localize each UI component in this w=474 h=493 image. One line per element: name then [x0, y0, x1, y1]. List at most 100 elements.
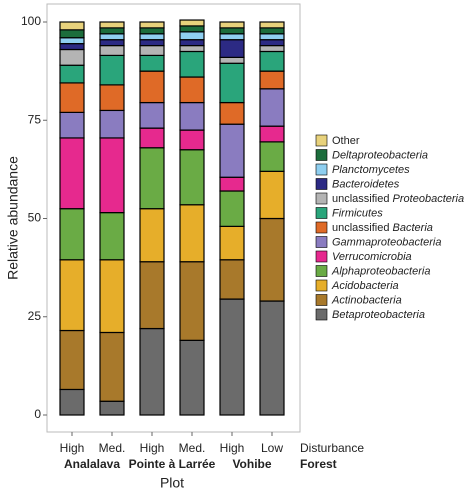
y-tick-label: 0: [34, 407, 41, 421]
bar-segment: [259, 33, 285, 41]
legend-label: Gammaproteobacteria: [332, 236, 441, 248]
x-tick-label: Med.: [99, 441, 126, 455]
x-axis-label: Plot: [160, 475, 184, 491]
bar-segment: [59, 21, 85, 31]
legend-swatch: [315, 134, 328, 147]
bar-segment: [259, 88, 285, 127]
bar-segment: [179, 339, 205, 416]
bar-segment: [59, 259, 85, 332]
bar-segment: [139, 208, 165, 263]
bar-segment: [139, 39, 165, 47]
bar-segment: [139, 70, 165, 104]
bar-segment: [179, 101, 205, 131]
y-axis-label: Relative abundance: [5, 156, 21, 280]
bar-segment: [179, 44, 205, 53]
bar-segment: [179, 261, 205, 341]
legend-swatch: [315, 207, 328, 219]
bar-segment: [179, 129, 205, 151]
legend-label: Acidobacteria: [331, 280, 399, 292]
bar-segment: [99, 44, 125, 57]
bar-segment: [219, 259, 245, 300]
bar-segment: [99, 27, 125, 35]
bar-segment: [259, 50, 285, 72]
bar-segment: [59, 64, 85, 84]
legend-label: Planctomycetes: [332, 164, 410, 176]
bar-segment: [219, 27, 245, 35]
x-tick-label: High: [140, 441, 165, 455]
bar-segment: [219, 123, 245, 178]
bar-segment: [59, 29, 85, 39]
bar-segment: [259, 39, 285, 47]
bar-segment: [139, 261, 165, 330]
y-tick-label: 25: [28, 309, 42, 323]
bar-segment: [59, 43, 85, 51]
legend-swatch: [315, 236, 328, 248]
bar-segment: [219, 176, 245, 192]
legend-swatch: [315, 163, 328, 176]
bar-segment: [219, 62, 245, 104]
bar-segment: [219, 298, 245, 416]
x-tick-label: Med.: [179, 441, 206, 455]
bar-segment: [59, 111, 85, 139]
x-tick-label: High: [60, 441, 85, 455]
legend-swatch: [315, 308, 328, 321]
bar-segment: [179, 39, 205, 47]
legend-label: Bacteroidetes: [332, 178, 400, 190]
legend-label: unclassified Proteobacteria: [332, 193, 464, 205]
bar-segment: [139, 21, 165, 29]
bar-segment: [59, 37, 85, 45]
bar-segment: [179, 25, 205, 33]
bar-segment: [259, 70, 285, 90]
legend-label: unclassified Bacteria: [332, 222, 433, 234]
legend-label: Other: [332, 135, 360, 147]
legend-label: Betaproteobacteria: [332, 309, 425, 321]
legend-label: Firmicutes: [332, 207, 383, 219]
y-tick-label: 100: [21, 14, 41, 28]
bar-segment: [179, 149, 205, 206]
bar-segment: [259, 217, 285, 302]
legend-swatch: [315, 250, 328, 263]
bar-segment: [99, 33, 125, 41]
bar-segment: [219, 33, 245, 41]
bar-segment: [259, 125, 285, 143]
bar-segment: [99, 400, 125, 416]
bar-segment: [99, 109, 125, 139]
bar-segment: [99, 54, 125, 86]
legend-swatch: [315, 178, 328, 190]
legend-swatch: [315, 149, 328, 161]
bar-segment: [139, 327, 165, 416]
legend-swatch: [315, 221, 328, 234]
bar-segment: [219, 101, 245, 125]
bar-segment: [259, 170, 285, 220]
bar-segment: [99, 331, 125, 402]
bar-segment: [99, 259, 125, 334]
y-tick-label: 75: [28, 112, 42, 126]
y-tick-label: 50: [28, 211, 42, 225]
bar-segment: [139, 27, 165, 35]
bar-segment: [99, 84, 125, 112]
bar-segment: [179, 204, 205, 263]
bar-segment: [179, 76, 205, 104]
group-label: Analalava: [64, 457, 120, 471]
bar-segment: [259, 21, 285, 29]
bar-segment: [219, 190, 245, 227]
row-label: Disturbance: [300, 441, 364, 455]
legend-swatch: [315, 294, 328, 306]
bar-segment: [59, 208, 85, 261]
bar-segment: [259, 27, 285, 35]
bar-segment: [259, 300, 285, 416]
bar-segment: [99, 212, 125, 261]
bar-segment: [259, 44, 285, 53]
bar-segment: [219, 225, 245, 261]
bar-segment: [139, 33, 165, 41]
x-tick-label: Low: [261, 441, 283, 455]
bar-segment: [59, 48, 85, 66]
bar-segment: [99, 137, 125, 214]
bar-segment: [179, 19, 205, 27]
bar-segment: [259, 141, 285, 172]
bar-segment: [99, 21, 125, 29]
legend-swatch: [315, 265, 328, 277]
bar-segment: [139, 101, 165, 129]
legend-label: Deltaproteobacteria: [332, 149, 428, 161]
